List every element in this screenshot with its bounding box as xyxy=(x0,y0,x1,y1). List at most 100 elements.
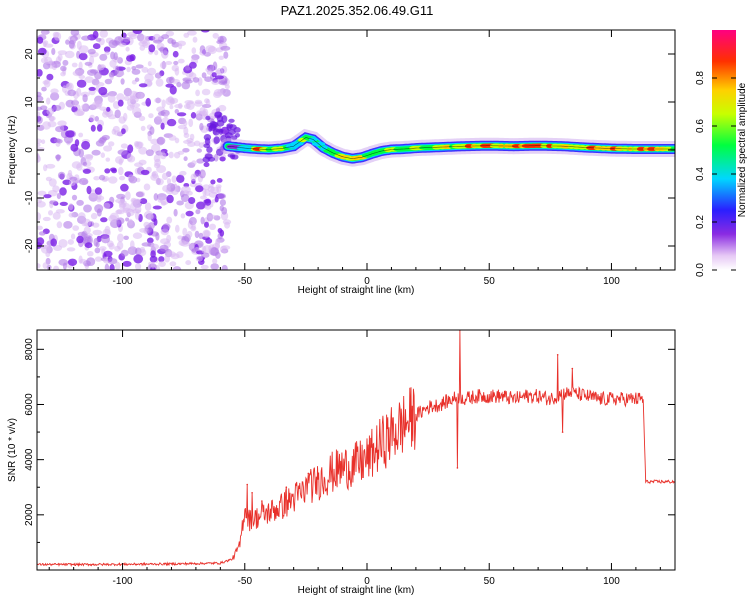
noise-blob xyxy=(188,217,197,226)
noise-blob xyxy=(171,175,177,183)
noise-blob xyxy=(116,217,125,225)
noise-blob xyxy=(71,194,78,201)
noise-blob xyxy=(100,152,106,158)
noise-blob xyxy=(152,205,162,210)
noise-blob xyxy=(43,194,52,199)
noise-blob xyxy=(118,166,124,176)
noise-blob xyxy=(94,204,104,213)
noise-blob xyxy=(120,249,129,257)
noise-blob xyxy=(104,225,111,235)
noise-blob xyxy=(145,97,151,107)
noise-blob xyxy=(46,97,51,105)
noise-blob xyxy=(178,239,187,246)
noise-blob xyxy=(174,104,183,109)
noise-blob xyxy=(177,124,187,130)
noise-blob xyxy=(120,143,128,149)
noise-blob xyxy=(56,154,61,162)
noise-blob xyxy=(166,178,172,185)
noise-blob xyxy=(94,256,103,262)
noise-blob xyxy=(65,39,70,45)
noise-blob xyxy=(104,51,110,56)
noise-blob xyxy=(67,239,75,245)
noise-blob xyxy=(183,132,190,139)
spectrogram-x-tick-label: 100 xyxy=(603,276,620,287)
noise-blob xyxy=(53,32,62,41)
noise-blob xyxy=(107,258,118,265)
noise-blob xyxy=(217,89,228,95)
noise-blob xyxy=(38,231,46,236)
noise-blob xyxy=(130,240,135,250)
colorbar-gradient xyxy=(712,30,736,270)
noise-blob xyxy=(70,233,76,240)
noise-blob xyxy=(144,202,152,211)
noise-blob xyxy=(66,247,76,252)
snr-peak-point xyxy=(261,500,263,502)
noise-blob xyxy=(117,71,125,77)
noise-blob xyxy=(139,45,146,51)
noise-blob xyxy=(84,61,93,66)
noise-blob xyxy=(216,178,223,183)
noise-blob xyxy=(56,221,63,229)
noise-blob xyxy=(219,245,228,254)
spectrogram-x-tick-label: 50 xyxy=(484,276,496,287)
noise-blob xyxy=(37,225,43,231)
noise-blob xyxy=(169,261,177,267)
noise-blob xyxy=(150,243,159,250)
noise-blob xyxy=(131,103,141,108)
noise-blob xyxy=(76,87,82,97)
noise-blob xyxy=(176,82,182,88)
noise-blob xyxy=(166,216,173,224)
noise-blob xyxy=(182,227,188,237)
spectrogram-x-tick-label: -50 xyxy=(238,276,253,287)
noise-blob xyxy=(108,176,118,184)
noise-blob xyxy=(59,124,65,133)
noise-blob xyxy=(233,126,241,133)
noise-blob xyxy=(200,171,206,177)
noise-blob xyxy=(123,112,128,122)
noise-blob xyxy=(48,210,53,216)
spectrogram-y-tick-label: 0 xyxy=(24,147,35,153)
noise-blob xyxy=(133,254,144,264)
noise-blob xyxy=(73,110,84,117)
noise-blob xyxy=(103,202,111,209)
noise-blob xyxy=(174,137,180,144)
noise-blob xyxy=(212,32,219,39)
noise-blob xyxy=(214,111,223,118)
noise-blob xyxy=(62,179,72,186)
noise-blob xyxy=(158,256,165,263)
noise-blob xyxy=(76,235,84,244)
noise-blob xyxy=(109,59,117,68)
noise-blob xyxy=(127,248,133,254)
noise-blob xyxy=(82,168,91,174)
noise-blob xyxy=(199,122,204,131)
noise-blob xyxy=(146,81,153,86)
colorbar-tick-label: 0.4 xyxy=(695,167,706,181)
noise-blob xyxy=(65,99,75,108)
noise-blob xyxy=(223,51,229,59)
noise-blob xyxy=(172,50,179,58)
noise-blob xyxy=(57,171,66,180)
snr-y-tick-label: 2000 xyxy=(24,503,35,526)
noise-blob xyxy=(53,265,60,270)
noise-blob xyxy=(58,259,68,266)
noise-blob xyxy=(191,160,197,166)
noise-blob xyxy=(147,132,152,142)
noise-blob xyxy=(76,40,82,50)
noise-blob xyxy=(183,103,191,109)
snr-y-tick-label: 4000 xyxy=(24,448,35,471)
noise-blob xyxy=(41,30,47,37)
noise-blob xyxy=(191,222,196,231)
noise-blob xyxy=(37,142,41,148)
noise-blob xyxy=(46,73,54,81)
noise-blob xyxy=(179,170,187,176)
snr-x-tick-label: -100 xyxy=(113,576,133,587)
noise-blob xyxy=(203,143,211,148)
noise-blob xyxy=(154,72,162,79)
noise-blob xyxy=(42,262,48,269)
noise-blob xyxy=(92,222,100,228)
noise-blob xyxy=(214,240,221,249)
noise-blob xyxy=(221,264,228,270)
colorbar-tick-label: 0.8 xyxy=(695,71,706,85)
noise-blob xyxy=(128,176,138,184)
